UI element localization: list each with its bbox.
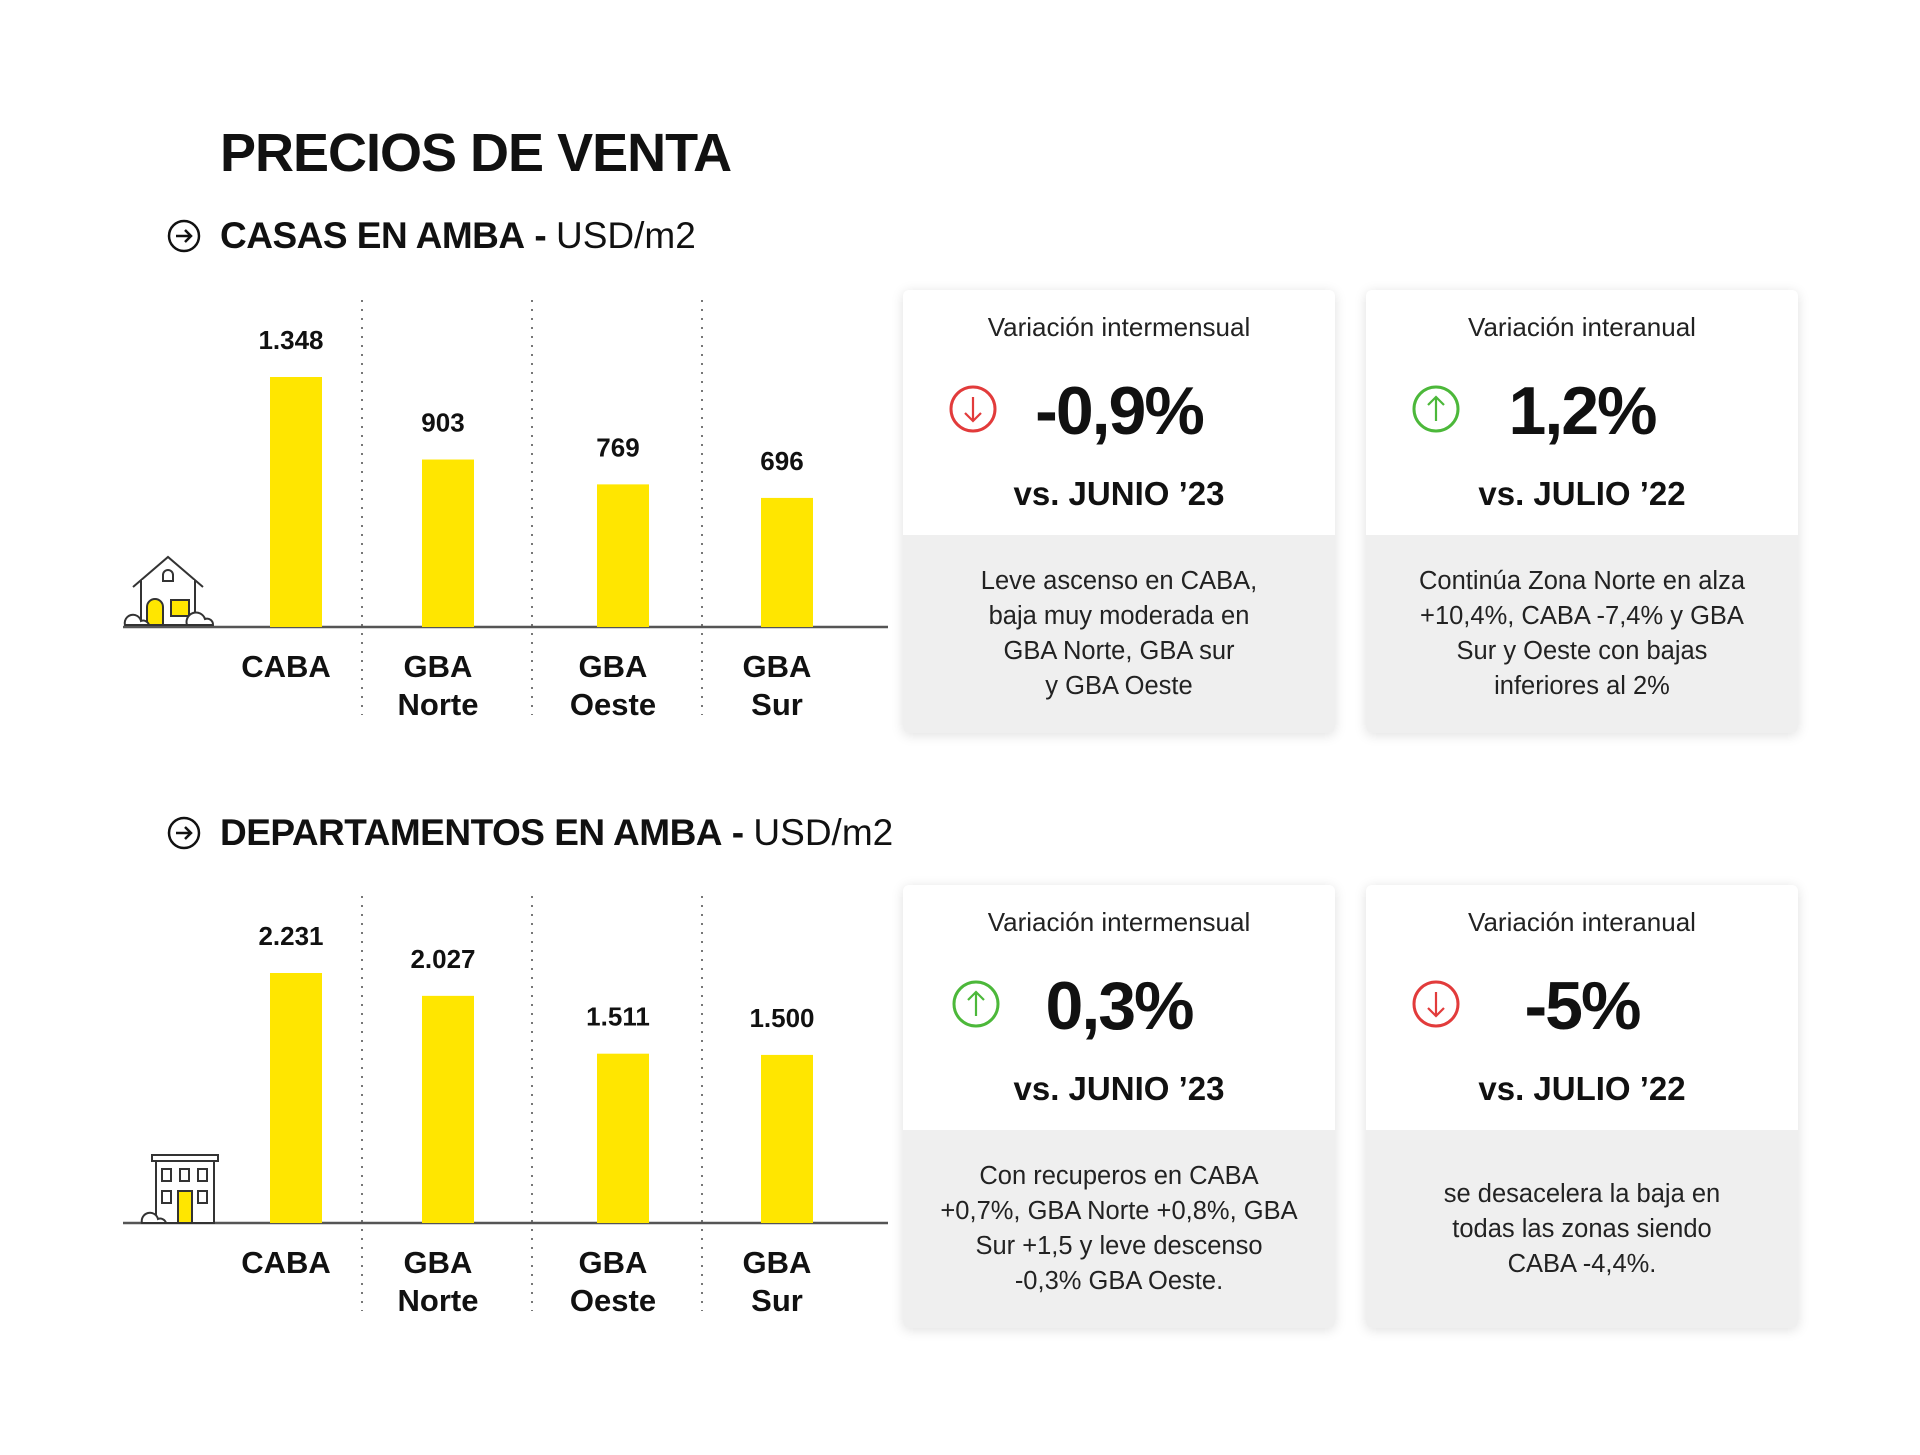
category-label: Oeste	[570, 1283, 656, 1318]
card-note: Leve ascenso en CABA, baja muy moderada …	[903, 535, 1335, 733]
page-title: PRECIOS DE VENTA	[220, 123, 732, 183]
card-interanual-casas: Variación interanual 1,2% vs. JULIO ’22 …	[1366, 290, 1798, 733]
arrow-up-circle-icon	[1412, 385, 1460, 433]
data-label: 2.231	[258, 921, 323, 951]
category-label: CABA	[241, 649, 331, 684]
arrow-circle-right-icon	[167, 816, 201, 850]
section-heading-casas: CASAS EN AMBA - USD/m2	[166, 215, 696, 257]
card-header: Variación interanual	[1468, 312, 1696, 342]
card-note: Con recuperos en CABA +0,7%, GBA Norte +…	[903, 1130, 1335, 1328]
comparison-period: vs. JUNIO ’23	[1013, 475, 1225, 512]
card-header: Variación intermensual	[987, 312, 1251, 342]
category-label: GBA	[579, 649, 648, 684]
bar-gba-oeste	[597, 484, 649, 627]
category-label: GBA	[743, 649, 812, 684]
data-label: 903	[421, 408, 464, 438]
data-label: 1.511	[586, 1002, 650, 1032]
card-header: Variación intermensual	[987, 907, 1251, 937]
card-interanual-departamentos: Variación interanual -5% vs. JULIO ’22 s…	[1366, 885, 1798, 1328]
category-label: Norte	[398, 1283, 479, 1318]
card-note: se desacelera la baja en todas las zonas…	[1366, 1130, 1798, 1328]
comparison-period: vs. JULIO ’22	[1478, 475, 1686, 512]
bar-gba-norte	[422, 995, 474, 1223]
bar-caba	[270, 377, 322, 627]
arrow-down-circle-icon	[1412, 980, 1460, 1028]
comparison-period: vs. JULIO ’22	[1478, 1070, 1686, 1107]
chart-svg: 2.231CABA2.027GBANorte1.511GBAOeste1.500…	[123, 896, 888, 1318]
category-label: GBA	[579, 1245, 648, 1280]
data-label: 1.500	[749, 1003, 814, 1033]
section-unit: USD/m2	[555, 215, 696, 256]
bar-caba	[270, 973, 322, 1223]
arrow-down-circle-icon	[949, 385, 997, 433]
variation-value: -0,9%	[1035, 373, 1205, 449]
category-label: Oeste	[570, 687, 656, 722]
variation-value: -5%	[1524, 968, 1642, 1044]
category-label: CABA	[241, 1245, 331, 1280]
card-note: Continúa Zona Norte en alza +10,4%, CABA…	[1366, 535, 1798, 733]
card-header: Variación interanual	[1468, 907, 1696, 937]
section-title: DEPARTAMENTOS EN AMBA	[220, 812, 723, 853]
data-label: 769	[596, 432, 639, 462]
bar-gba-sur	[761, 497, 813, 627]
category-label: GBA	[404, 649, 473, 684]
separator: -	[524, 215, 556, 256]
category-label: GBA	[743, 1245, 812, 1280]
section-unit: USD/m2	[753, 812, 894, 853]
data-label: 696	[760, 446, 803, 476]
building-icon	[140, 1154, 219, 1224]
house-icon	[123, 555, 214, 626]
data-label: 1.348	[258, 325, 323, 355]
data-label: 2.027	[410, 944, 475, 974]
variation-value: 1,2%	[1508, 373, 1658, 449]
bar-gba-sur	[761, 1054, 813, 1223]
arrow-up-circle-icon	[952, 980, 1000, 1028]
variation-value: 0,3%	[1045, 968, 1195, 1044]
bar-chart-casas: 1.348 CABA 903 GBA Norte 769 GBA Oeste 696 GBA Sur	[120, 290, 890, 750]
category-label: Sur	[751, 687, 803, 722]
arrow-circle-right-icon	[167, 219, 201, 253]
bar-gba-oeste	[597, 1053, 649, 1223]
category-label: GBA	[404, 1245, 473, 1280]
card-intermensual-departamentos: Variación intermensual 0,3% vs. JUNIO ’2…	[903, 885, 1335, 1328]
category-label: Sur	[751, 1283, 803, 1318]
section-title: CASAS EN AMBA	[220, 215, 525, 256]
category-label: Norte	[398, 687, 479, 722]
comparison-period: vs. JUNIO ’23	[1013, 1070, 1225, 1107]
separator: -	[722, 812, 754, 853]
bar-chart-departamentos: 2.231 CABA 2.027 GBA Norte 1.511 GBA Oeste 1.500…	[120, 886, 890, 1346]
card-intermensual-casas: Variación intermensual -0,9% vs. JUNIO ’…	[903, 290, 1335, 733]
bar-gba-norte	[422, 459, 474, 627]
section-heading-departamentos: DEPARTAMENTOS EN AMBA - USD/m2	[166, 812, 893, 854]
